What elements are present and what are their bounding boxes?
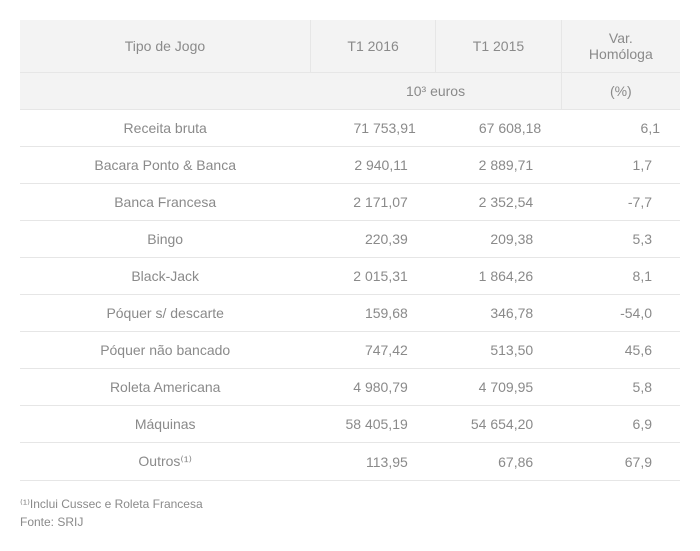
row-variation: 45,6 xyxy=(561,332,680,369)
table-row: Roleta Americana4 980,794 709,955,8 xyxy=(20,369,680,406)
row-name: Banca Francesa xyxy=(20,184,310,221)
row-t1-2016: 2 940,11 xyxy=(310,147,435,184)
row-variation: 8,1 xyxy=(561,258,680,295)
footnote-source: Fonte: SRIJ xyxy=(20,513,680,531)
row-name: Póquer s/ descarte xyxy=(20,295,310,332)
row-name: Outros⁽¹⁾ xyxy=(20,443,310,481)
row-t1-2015: 513,50 xyxy=(436,332,561,369)
row-variation: 5,3 xyxy=(561,221,680,258)
row-t1-2015: 67 608,18 xyxy=(436,110,561,147)
table-row: Bingo220,39209,385,3 xyxy=(20,221,680,258)
table-container: Tipo de Jogo T1 2016 T1 2015 Var. Homólo… xyxy=(20,20,680,531)
row-name: Bingo xyxy=(20,221,310,258)
footnotes: ⁽¹⁾Inclui Cussec e Roleta Francesa Fonte… xyxy=(20,495,680,531)
footnote-1: ⁽¹⁾Inclui Cussec e Roleta Francesa xyxy=(20,495,680,513)
row-name: Bacara Ponto & Banca xyxy=(20,147,310,184)
row-t1-2015: 209,38 xyxy=(436,221,561,258)
row-t1-2016: 747,42 xyxy=(310,332,435,369)
header-game-type: Tipo de Jogo xyxy=(20,20,310,73)
row-variation: 67,9 xyxy=(561,443,680,481)
table-row: Black-Jack2 015,311 864,268,1 xyxy=(20,258,680,295)
row-name: Black-Jack xyxy=(20,258,310,295)
table-row: Póquer não bancado747,42513,5045,6 xyxy=(20,332,680,369)
row-t1-2015: 346,78 xyxy=(436,295,561,332)
row-variation: -54,0 xyxy=(561,295,680,332)
row-variation: 5,8 xyxy=(561,369,680,406)
header-t1-2015: T1 2015 xyxy=(436,20,561,73)
row-t1-2015: 67,86 xyxy=(436,443,561,481)
row-t1-2015: 2 352,54 xyxy=(436,184,561,221)
row-variation: 6,9 xyxy=(561,406,680,443)
row-t1-2016: 2 015,31 xyxy=(310,258,435,295)
row-variation: 6,1 xyxy=(561,110,680,147)
units-blank xyxy=(20,73,310,110)
units-percent: (%) xyxy=(561,73,680,110)
row-t1-2016: 58 405,19 xyxy=(310,406,435,443)
row-t1-2016: 2 171,07 xyxy=(310,184,435,221)
row-t1-2016: 4 980,79 xyxy=(310,369,435,406)
table-row: Póquer s/ descarte159,68346,78-54,0 xyxy=(20,295,680,332)
table-row: Máquinas58 405,1954 654,206,9 xyxy=(20,406,680,443)
units-euros: 10³ euros xyxy=(310,73,561,110)
row-variation: 1,7 xyxy=(561,147,680,184)
units-row: 10³ euros (%) xyxy=(20,73,680,110)
row-name: Póquer não bancado xyxy=(20,332,310,369)
header-variation: Var. Homóloga xyxy=(561,20,680,73)
table-header: Tipo de Jogo T1 2016 T1 2015 Var. Homólo… xyxy=(20,20,680,73)
table-row: Receita bruta71 753,9167 608,186,1 xyxy=(20,110,680,147)
row-t1-2015: 1 864,26 xyxy=(436,258,561,295)
table-row: Banca Francesa2 171,072 352,54-7,7 xyxy=(20,184,680,221)
row-t1-2015: 2 889,71 xyxy=(436,147,561,184)
header-var-line2: Homóloga xyxy=(589,46,653,62)
row-name: Máquinas xyxy=(20,406,310,443)
row-t1-2015: 4 709,95 xyxy=(436,369,561,406)
row-t1-2016: 220,39 xyxy=(310,221,435,258)
row-t1-2016: 159,68 xyxy=(310,295,435,332)
row-name: Roleta Americana xyxy=(20,369,310,406)
row-t1-2016: 71 753,91 xyxy=(310,110,435,147)
table-row: Bacara Ponto & Banca2 940,112 889,711,7 xyxy=(20,147,680,184)
table-row: Outros⁽¹⁾113,9567,8667,9 xyxy=(20,443,680,481)
header-var-line1: Var. xyxy=(609,30,633,46)
row-name: Receita bruta xyxy=(20,110,310,147)
header-t1-2016: T1 2016 xyxy=(310,20,435,73)
row-t1-2016: 113,95 xyxy=(310,443,435,481)
gaming-revenue-table: Tipo de Jogo T1 2016 T1 2015 Var. Homólo… xyxy=(20,20,680,481)
row-variation: -7,7 xyxy=(561,184,680,221)
row-t1-2015: 54 654,20 xyxy=(436,406,561,443)
